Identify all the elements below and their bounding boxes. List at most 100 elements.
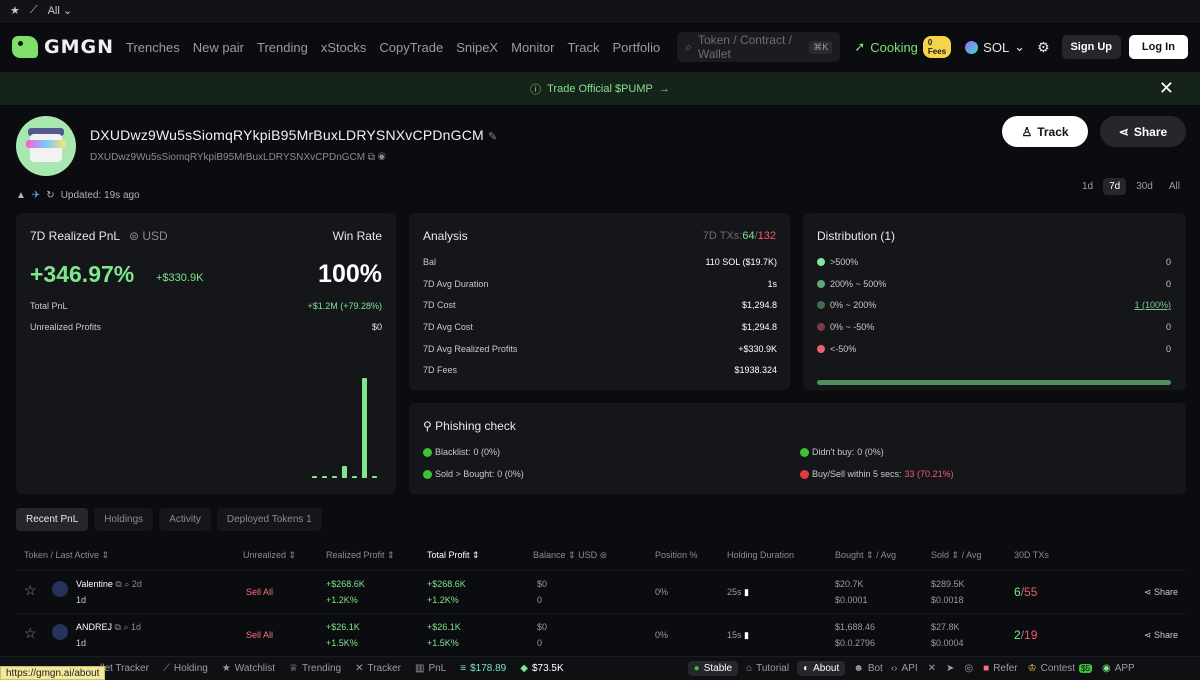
bottom-bot[interactable]: ☻ Bot bbox=[853, 663, 883, 674]
header-balance[interactable]: Balance ⇕ USD ⊜ bbox=[533, 550, 607, 561]
star-icon[interactable]: ★ bbox=[10, 5, 20, 17]
favorite-star-icon[interactable]: ☆ bbox=[24, 582, 37, 598]
copy-icon[interactable]: ⧉ bbox=[114, 622, 121, 632]
holding-duration: 25s ▮ bbox=[727, 587, 749, 598]
bottom-app[interactable]: ◉ APP bbox=[1102, 663, 1135, 674]
telegram-icon[interactable]: ➤ bbox=[946, 663, 955, 674]
header-total[interactable]: Total Profit ⇕ bbox=[427, 550, 480, 561]
header-txs: 30D TXs bbox=[1014, 550, 1049, 560]
period-30d[interactable]: 30d bbox=[1136, 181, 1153, 192]
bottom-wallet-tracker[interactable]: llet Tracker bbox=[100, 663, 149, 674]
chart-icon[interactable]: ⟋ bbox=[29, 4, 38, 16]
login-button[interactable]: Log In bbox=[1128, 35, 1189, 59]
bottom-contest[interactable]: ♔ Contest $5 bbox=[1028, 663, 1092, 674]
nav-monitor[interactable]: Monitor bbox=[511, 39, 555, 55]
bottom-watchlist[interactable]: ★ Watchlist bbox=[222, 663, 275, 674]
nav-track[interactable]: Track bbox=[567, 39, 600, 55]
nav-trenches[interactable]: Trenches bbox=[126, 39, 180, 55]
row-value-link[interactable]: 1 (100%) bbox=[1134, 300, 1171, 310]
x-social-icon[interactable]: ✕ bbox=[927, 663, 937, 674]
win-rate-label: Win Rate bbox=[332, 229, 382, 243]
search-input[interactable]: ⌕ Token / Contract / Wallet ⌘K bbox=[677, 32, 841, 62]
edit-pencil-icon[interactable]: ✎ bbox=[488, 131, 498, 143]
avatar-hat bbox=[28, 128, 64, 136]
distribution-card: Distribution (1) >500% 0 200% ~ 500% 0 0% … bbox=[803, 213, 1186, 390]
table-row[interactable]: ☆ ANDREJ ⧉ ⌕ 1d 1d Sell All +$26.1K +1.5… bbox=[16, 613, 1186, 653]
position-pct: 0% bbox=[655, 630, 669, 640]
cooking-label: Cooking bbox=[870, 39, 918, 55]
period-all[interactable]: All bbox=[1168, 181, 1180, 192]
sell-all-button[interactable]: Sell All bbox=[246, 630, 274, 640]
header-token[interactable]: Token / Last Active ⇕ bbox=[24, 550, 109, 561]
bought: $1,688.46 bbox=[835, 622, 876, 632]
signup-button[interactable]: Sign Up bbox=[1061, 35, 1121, 59]
tab-deployed-tokens[interactable]: Deployed Tokens 1 bbox=[216, 508, 322, 531]
track-button[interactable]: ♙ Track bbox=[1002, 116, 1088, 147]
sold-avg: $0.0004 bbox=[931, 638, 964, 648]
token-name[interactable]: Valentine bbox=[76, 579, 113, 589]
table-row[interactable]: ☆ Valentine ⧉ ⌕ 2d 1d Sell All +$268.6K … bbox=[16, 570, 1186, 610]
bottom-stable[interactable]: ● Stable bbox=[687, 661, 739, 676]
search-icon[interactable]: ⌕ bbox=[124, 579, 130, 589]
refresh-icon[interactable]: ↻ bbox=[46, 190, 55, 201]
close-icon[interactable]: ✕ bbox=[1158, 78, 1174, 98]
header-unrealized[interactable]: Unrealized ⇕ bbox=[243, 550, 296, 561]
bottom-pnl[interactable]: ▥ PnL bbox=[415, 663, 446, 674]
nav-trending[interactable]: Trending bbox=[257, 39, 308, 55]
settings-gear-icon[interactable]: ⚙ bbox=[1037, 38, 1050, 55]
bottom-api[interactable]: ‹› API bbox=[891, 663, 918, 674]
currency-swap-icon[interactable]: ⊜ bbox=[599, 550, 608, 560]
bottom-label: About bbox=[813, 663, 840, 674]
copy-icon[interactable]: ⧉ bbox=[115, 579, 122, 589]
analysis-row: Bal 110 SOL ($19.7K) bbox=[423, 257, 777, 267]
bottom-trending[interactable]: ♕ Trending bbox=[289, 663, 341, 674]
period-7d[interactable]: 7d bbox=[1103, 178, 1127, 195]
row-share-button[interactable]: ⋖ Share bbox=[1144, 587, 1178, 598]
bottom-tracker[interactable]: ✕ Tracker bbox=[355, 663, 401, 674]
token-name[interactable]: ANDREJ bbox=[76, 622, 113, 632]
header-label: Balance bbox=[533, 550, 566, 560]
currency-toggle[interactable]: ⊜ USD bbox=[129, 229, 168, 243]
status-dot-icon: ● bbox=[693, 663, 700, 674]
nav-portfolio[interactable]: Portfolio bbox=[612, 39, 661, 55]
bottom-tutorial[interactable]: ⌂ Tutorial bbox=[746, 663, 789, 674]
nav-snipex[interactable]: SnipeX bbox=[456, 39, 499, 55]
header-bought[interactable]: Bought ⇕ / Avg bbox=[835, 550, 896, 560]
bottom-label: Stable bbox=[703, 663, 733, 674]
search-icon[interactable]: ⌕ bbox=[123, 622, 129, 632]
nav-new-pair[interactable]: New pair bbox=[192, 39, 245, 55]
txs-buy: 64 bbox=[742, 230, 755, 242]
tab-holdings[interactable]: Holdings bbox=[94, 508, 154, 531]
top-strip: ★ ⟋ All ⌄ bbox=[0, 0, 1200, 22]
nav-xstocks[interactable]: xStocks bbox=[320, 39, 367, 55]
bottom-refer[interactable]: ■ Refer bbox=[983, 663, 1018, 674]
copy-icon[interactable]: ⧉ bbox=[367, 152, 376, 163]
analysis-card: Analysis 7D TXs:64/132 Bal 110 SOL ($19.7… bbox=[409, 213, 790, 390]
token-age: 1d bbox=[131, 622, 142, 632]
chain-selector[interactable]: SOL ⌄ bbox=[965, 39, 1025, 55]
header-label: Sold bbox=[931, 550, 950, 560]
holding-value: 15s bbox=[727, 630, 742, 640]
bottom-label: Bot bbox=[867, 663, 883, 674]
filter-dropdown[interactable]: All ⌄ bbox=[48, 4, 73, 17]
cooking-button[interactable]: ➚ Cooking 0 Fees bbox=[854, 36, 952, 58]
header-realized[interactable]: Realized Profit ⇕ bbox=[326, 550, 395, 561]
favorite-star-icon[interactable]: ☆ bbox=[24, 625, 37, 641]
period-1d[interactable]: 1d bbox=[1081, 181, 1094, 192]
logo[interactable]: GMGN bbox=[12, 36, 114, 58]
share-button[interactable]: ⋖ Share bbox=[1100, 116, 1186, 147]
bought: $20.7K bbox=[835, 579, 864, 589]
tab-recent-pnl[interactable]: Recent PnL bbox=[16, 508, 89, 531]
header-sold[interactable]: Sold ⇕ / Avg bbox=[931, 550, 982, 560]
star-icon: ★ bbox=[221, 663, 231, 674]
discord-icon[interactable]: ◎ bbox=[964, 663, 974, 674]
bottom-holding[interactable]: ⟋ Holding bbox=[163, 663, 208, 674]
row-share-button[interactable]: ⋖ Share bbox=[1144, 630, 1178, 641]
solscan-icon[interactable]: ◉ bbox=[377, 152, 386, 163]
nav-copytrade[interactable]: CopyTrade bbox=[379, 39, 444, 55]
promo-banner[interactable]: ⓘ Trade Official $PUMP → ✕ bbox=[0, 72, 1200, 105]
banner-text[interactable]: Trade Official $PUMP bbox=[547, 82, 653, 95]
tab-activity[interactable]: Activity bbox=[159, 508, 211, 531]
sell-all-button[interactable]: Sell All bbox=[246, 587, 274, 597]
bottom-about[interactable]: ◐ About bbox=[797, 661, 846, 676]
